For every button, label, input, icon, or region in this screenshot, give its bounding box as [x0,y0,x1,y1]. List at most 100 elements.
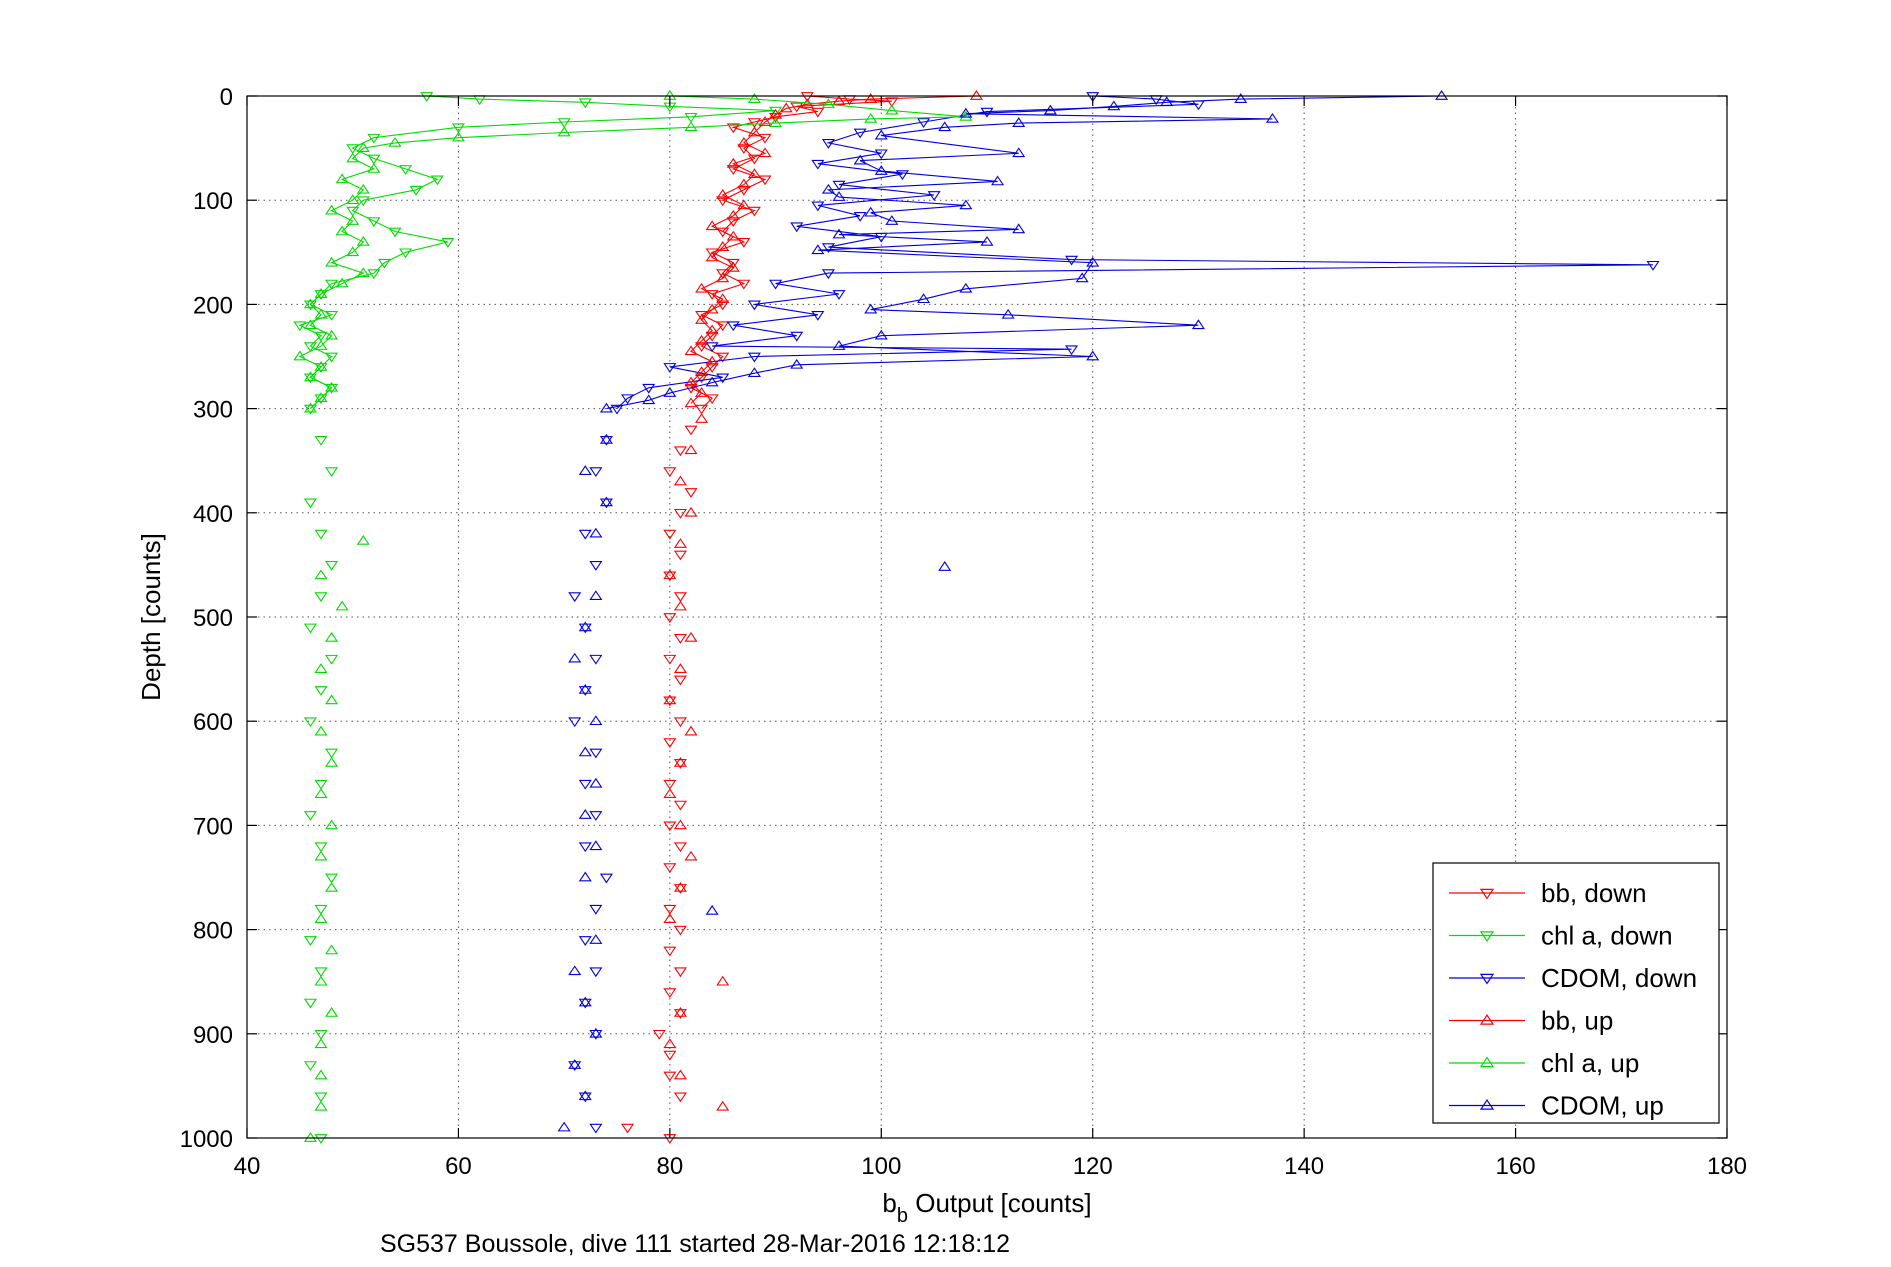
data-point [420,92,434,102]
data-point [293,321,307,332]
data-point [314,569,328,580]
data-point [1086,350,1100,361]
data-point [589,840,603,851]
data-point [568,1059,582,1069]
data-point [642,394,656,405]
data-point [1646,260,1660,271]
data-point [663,913,677,924]
data-point [303,300,317,311]
y-tick-label: 0 [220,84,233,111]
data-point [314,363,328,373]
data-point [356,534,370,545]
data-point [673,925,687,936]
data-point [314,842,328,853]
data-point [705,904,719,915]
data-point [589,1029,603,1040]
data-point [864,206,878,217]
data-point [578,683,592,694]
data-point [314,904,328,915]
data-point [314,290,328,300]
data-point [790,331,804,342]
data-point [737,199,751,210]
data-point [314,392,328,403]
data-point [325,467,339,478]
data-point [705,394,719,405]
data-point [705,376,719,387]
data-point [684,444,698,455]
data-point [969,90,983,100]
data-point [578,623,592,634]
data-point [673,550,687,561]
data-point [325,873,339,884]
data-point [705,248,719,259]
data-point [673,1007,687,1017]
data-point [747,352,761,363]
data-point [726,217,740,227]
data-point [705,220,719,231]
data-point [832,228,846,239]
data-point [356,235,370,246]
data-point [568,965,582,976]
data-point [1043,104,1057,115]
data-point [335,225,349,236]
data-point [673,538,687,548]
data-point [673,1009,687,1019]
data-point [705,363,719,373]
data-point [716,269,730,280]
data-point [610,404,624,415]
data-point [303,717,317,728]
data-point [325,881,339,892]
data-point [695,314,709,324]
data-point [716,196,730,207]
data-point [346,215,360,225]
data-point [568,1061,582,1072]
data-point [737,178,751,189]
data-point [917,118,931,128]
y-tick-label: 800 [193,918,233,945]
data-point [663,904,677,915]
x-tick-label: 60 [445,1153,472,1180]
data-point [811,310,825,321]
data-point [589,934,603,944]
data-point [589,1123,603,1134]
data-point [726,165,740,175]
data-point [874,329,888,340]
data-point [673,717,687,728]
x-tick-label: 180 [1707,1153,1747,1180]
data-point [705,355,719,366]
data-point [314,1134,328,1144]
data-point [800,92,814,102]
data-point [673,842,687,853]
legend-label: chl a, down [1541,921,1673,951]
data-point [578,1090,592,1101]
data-point [663,529,677,540]
data-point [716,352,730,363]
data-point [303,404,317,415]
data-point [314,779,328,790]
data-point [864,112,878,123]
data-point [293,350,307,361]
data-point [599,873,613,884]
data-point [726,209,740,220]
data-point [314,529,328,540]
data-point [779,102,793,113]
data-point [663,788,677,798]
data-point [335,600,349,611]
data-point [399,248,413,259]
data-point [578,779,592,790]
data-point [642,383,656,394]
data-point [314,788,328,798]
data-point [589,748,603,759]
data-point [663,988,677,999]
series-line-chl-a-up [298,95,966,409]
data-point [325,631,339,642]
data-point [314,1092,328,1103]
legend-swatch-marker [1479,1099,1495,1110]
data-point [790,222,804,233]
data-point [684,488,698,498]
series-line-chl-a-down [298,95,776,409]
data-point [325,561,339,571]
legend-label: bb, up [1541,1006,1613,1036]
data-point [356,196,370,207]
